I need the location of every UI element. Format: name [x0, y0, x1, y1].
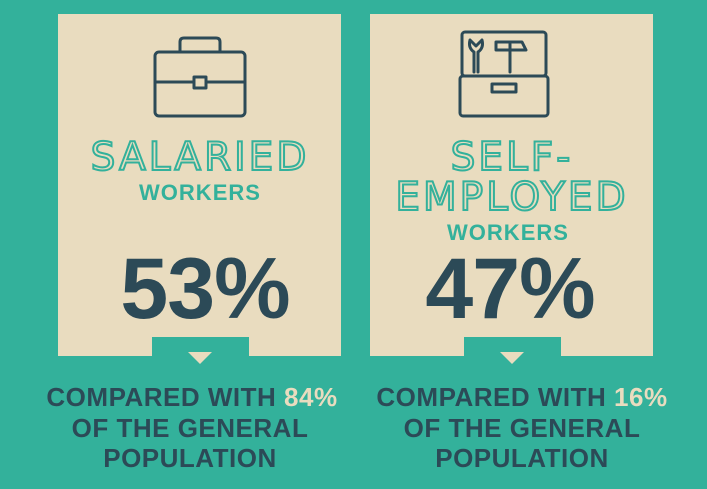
comparison-figure: 84%	[284, 382, 338, 412]
panel-subtitle: WORKERS	[139, 180, 261, 205]
toolbox-icon	[458, 30, 550, 118]
comparison-line: POPULATION	[103, 443, 277, 473]
tab-arrow	[188, 352, 212, 364]
panel-title: SELF-	[451, 135, 574, 180]
comparison-lead: COMPARED WITH	[376, 382, 606, 412]
panel-stat: 47%	[425, 241, 594, 337]
panel: SALARIED WORKERS 53% COMPARED WITH 84% O…	[46, 14, 341, 473]
comparison-line: COMPARED WITH 84%	[46, 382, 337, 412]
comparison-line: POPULATION	[435, 443, 609, 473]
panel: SELF- EMPLOYED WORKERS 47% COMPARED WITH…	[370, 14, 667, 473]
tab-arrow	[500, 352, 524, 364]
panel-title: EMPLOYED	[395, 175, 628, 220]
comparison-line: OF THE GENERAL	[404, 413, 641, 443]
panel-subtitle: WORKERS	[447, 220, 569, 245]
comparison-figure: 16%	[614, 382, 668, 412]
comparison-line: COMPARED WITH 16%	[376, 382, 667, 412]
panel-card	[58, 14, 341, 356]
panel-stat: 53%	[120, 241, 289, 337]
comparison-lead: COMPARED WITH	[46, 382, 276, 412]
panel-title: SALARIED	[91, 135, 310, 180]
comparison-line: OF THE GENERAL	[72, 413, 309, 443]
briefcase-icon	[153, 36, 247, 118]
